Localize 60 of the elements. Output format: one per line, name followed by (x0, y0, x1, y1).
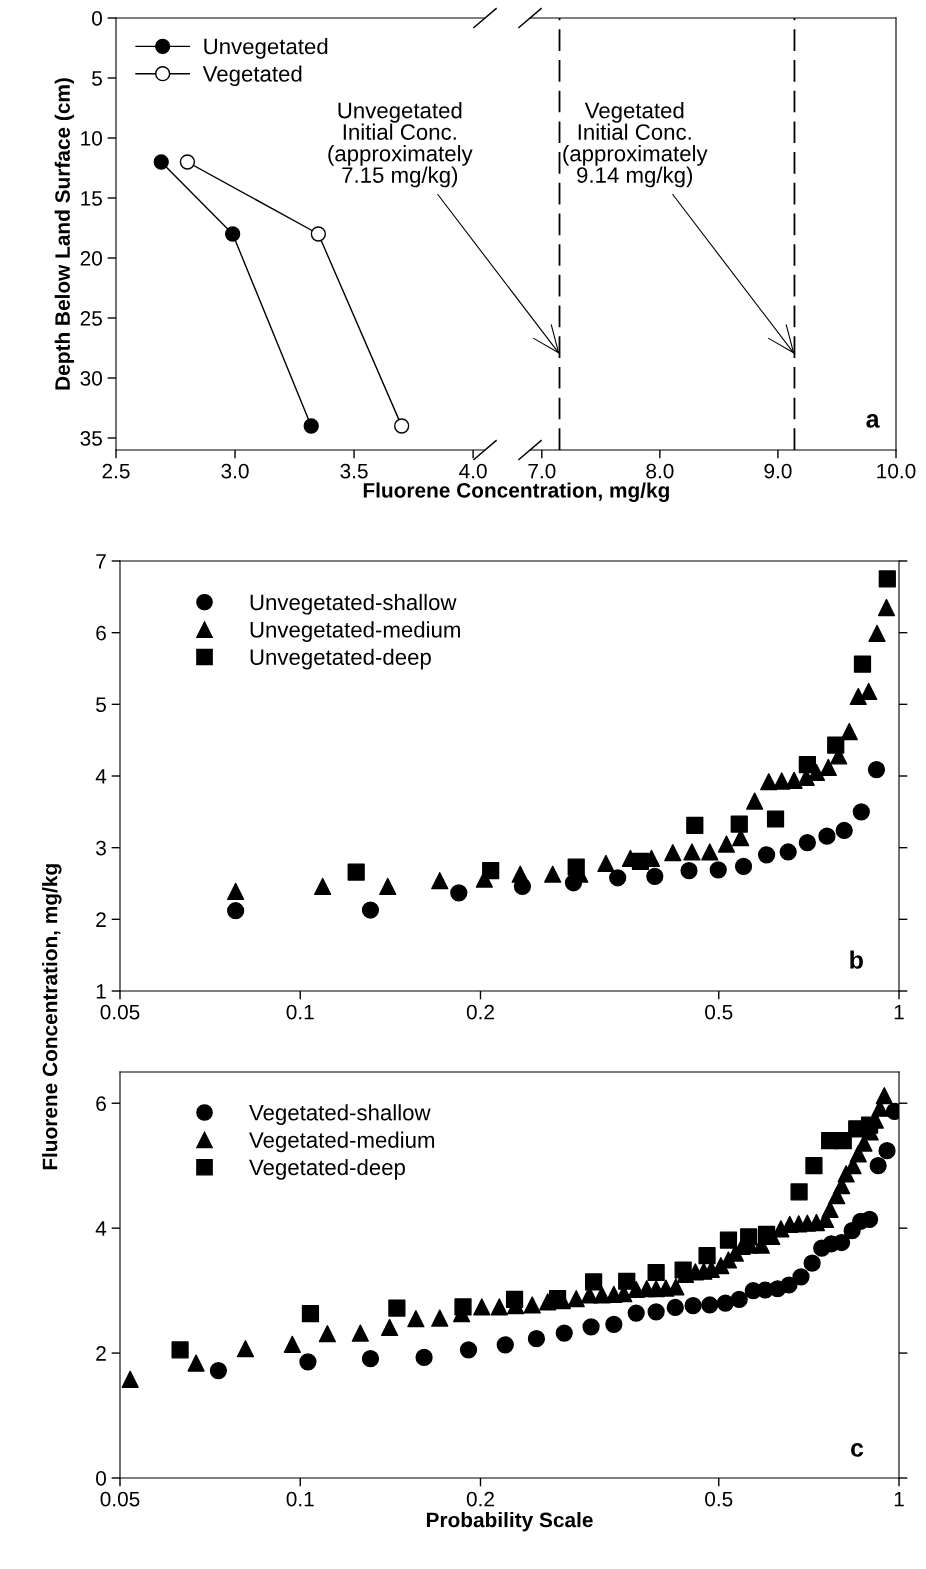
y-tick-label: 30 (80, 371, 102, 386)
annotation: Vegetated Initial Conc. (approximately 9.14 mg/kg) (563, 102, 708, 188)
y-axis-title: Fluorene Concentration, mg/kg (42, 864, 62, 1170)
y-tick-label: 4 (95, 1221, 107, 1236)
x-tick-label: 10.0 (877, 463, 916, 479)
x-tick-label: 2.5 (102, 463, 130, 479)
legend-label: Vegetated-shallow (249, 1104, 431, 1125)
y-tick-label: 2 (96, 1346, 106, 1361)
x-tick-label: 0.1 (286, 1491, 314, 1507)
x-tick-label: 3.5 (340, 463, 368, 479)
point (310, 226, 326, 242)
y-tick-label: 5 (96, 697, 106, 713)
y-tick-label: 15 (81, 191, 102, 206)
legend-label: Unvegetated (204, 38, 328, 59)
legend-label: Vegetated (202, 65, 302, 87)
point (394, 418, 410, 434)
y-tick-label: 2 (96, 912, 106, 927)
y-axis-title: Depth Below Land Surface (cm) (54, 78, 75, 390)
x-tick-label: 0.5 (705, 1491, 733, 1507)
annotation: a (866, 414, 880, 428)
x-tick-label: 1 (894, 1004, 904, 1020)
x-tick-label: 8.0 (646, 463, 674, 479)
y-tick-label: 5 (92, 71, 102, 86)
annotation: b (850, 950, 863, 969)
legend-label: Vegetated-deep (249, 1158, 405, 1180)
annotation: c (851, 1443, 864, 1457)
y-tick-label: 10 (81, 131, 102, 146)
legend-label: Unvegetated-deep (250, 648, 431, 670)
annotation: Unvegetated Initial Conc. (approximately 7.15 mg/kg) (328, 102, 473, 188)
x-tick-label: 9.0 (764, 463, 792, 479)
x-axis-title: Fluorene Concentration, mg/kg (363, 482, 669, 502)
x-tick-label: 0.05 (100, 1004, 140, 1020)
point (179, 154, 196, 170)
y-tick-label: 3 (96, 840, 106, 856)
x-tick-label: 4.0 (459, 463, 487, 479)
y-tick-label: 35 (80, 431, 102, 446)
x-tick-label: 0.2 (466, 1491, 494, 1507)
point (225, 226, 241, 242)
y-tick-label: 6 (96, 1096, 106, 1111)
legend-label: Vegetated-medium (249, 1131, 435, 1153)
y-tick-label: 20 (80, 251, 102, 266)
y-tick-label: 4 (95, 769, 107, 784)
x-tick-label: 0.1 (286, 1004, 314, 1020)
x-tick-label: 0.5 (705, 1004, 733, 1020)
legend-label: Unvegetated-medium (250, 621, 460, 642)
x-tick-label: 7.0 (528, 463, 556, 479)
point (153, 154, 169, 170)
x-tick-label: 3.0 (221, 463, 249, 479)
y-tick-label: 6 (96, 625, 106, 641)
y-tick-label: 0 (92, 11, 102, 26)
y-tick-label: 7 (96, 554, 106, 569)
y-tick-label: 0 (96, 1471, 106, 1486)
y-tick-label: 25 (80, 311, 102, 326)
point (303, 418, 319, 434)
x-tick-label: 0.05 (100, 1491, 140, 1507)
x-tick-label: 1 (894, 1491, 904, 1507)
y-tick-label: 1 (96, 984, 106, 999)
legend-label: Unvegetated-shallow (250, 593, 457, 615)
x-tick-label: 0.2 (466, 1004, 494, 1020)
x-axis-title: Probability Scale (426, 1512, 593, 1532)
